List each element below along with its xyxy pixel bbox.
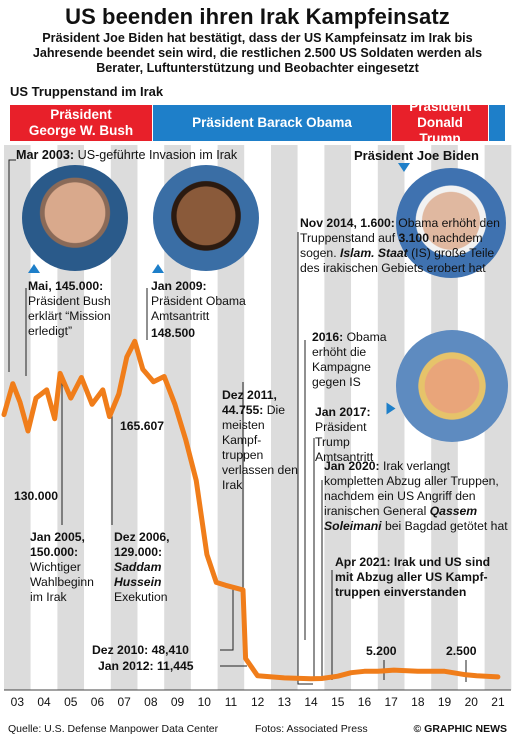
x-tick-21: 21 bbox=[491, 695, 505, 709]
note-jan2020: Jan 2020: Irak verlangt kompletten Abzug… bbox=[324, 459, 508, 533]
x-tick-16: 16 bbox=[358, 695, 372, 709]
x-tick-09: 09 bbox=[171, 695, 185, 709]
note-nov2014: Nov 2014, 1.600: Obama erhöht den Truppe… bbox=[300, 216, 500, 275]
value-165607: 165.607 bbox=[120, 419, 165, 433]
band-bush-label: Präsident George W. Bush bbox=[28, 107, 134, 138]
year-column-13 bbox=[271, 145, 298, 690]
x-tick-labels: 03 04 05 06 07 08 09 10 11 12 13 14 15 16 17 18 19 20 21 bbox=[11, 695, 505, 709]
band-bush: Präsident George W. Bush bbox=[10, 105, 152, 141]
obama-photo bbox=[153, 165, 259, 271]
page-title: US beenden ihren Irak Kampfeinsatz bbox=[65, 4, 450, 29]
marker-biden-icon bbox=[398, 163, 410, 172]
x-tick-14: 14 bbox=[304, 695, 318, 709]
note-biden: Präsident Joe Biden bbox=[354, 148, 479, 163]
page-subtitle: Präsident Joe Biden hat bestätigt, dass … bbox=[32, 31, 483, 75]
x-tick-05: 05 bbox=[64, 695, 78, 709]
footer-credit: © GRAPHIC NEWS bbox=[413, 723, 508, 735]
x-tick-07: 07 bbox=[117, 695, 131, 709]
note-2016: 2016: Obama erhöht die Kampagne gegen IS bbox=[312, 330, 387, 389]
leader-mar2003 bbox=[8, 159, 16, 372]
note-mai2003: Mai, 145.000: Präsident Bush erklärt “Mis… bbox=[28, 279, 111, 338]
band-biden bbox=[489, 105, 505, 141]
series-label: US Truppenstand im Irak bbox=[10, 84, 164, 99]
leader-nov2014 bbox=[297, 232, 313, 685]
value-148500: 148.500 bbox=[151, 326, 196, 340]
event-markers bbox=[3, 341, 498, 679]
x-tick-11: 11 bbox=[225, 695, 238, 709]
note-jan2009: Jan 2009: Präsident Obama Amtsantritt bbox=[151, 279, 246, 323]
x-tick-20: 20 bbox=[465, 695, 479, 709]
x-tick-03: 03 bbox=[11, 695, 25, 709]
note-jan2017: Jan 2017: Präsident Trump Amtsantritt bbox=[315, 405, 374, 464]
marker-bush-icon bbox=[28, 264, 40, 273]
year-column-15 bbox=[324, 145, 352, 690]
x-tick-04: 04 bbox=[37, 695, 51, 709]
note-jan2012: Jan 2012: 11,445 bbox=[98, 659, 194, 673]
note-jan2005: Jan 2005, 150.000: Wichtiger Wahlbeginn … bbox=[30, 530, 94, 604]
x-tick-17: 17 bbox=[384, 695, 398, 709]
band-trump-label: Präsident Donald Trump bbox=[409, 99, 471, 146]
note-mar2003: Mar 2003: US-geführte Invasion im Irak bbox=[16, 148, 238, 162]
x-tick-18: 18 bbox=[411, 695, 425, 709]
band-obama: Präsident Barack Obama bbox=[153, 105, 391, 141]
x-tick-10: 10 bbox=[198, 695, 212, 709]
band-trump: Präsident Donald Trump bbox=[392, 99, 488, 146]
bush-photo bbox=[22, 165, 128, 271]
note-apr2021: Apr 2021: Irak und US sind mit Abzug all… bbox=[335, 555, 491, 599]
x-tick-15: 15 bbox=[331, 695, 345, 709]
value-130000: 130.000 bbox=[14, 489, 59, 503]
biden-photo bbox=[396, 168, 506, 278]
value-5200: 5.200 bbox=[366, 644, 397, 658]
note-dez2010: Dez 2010: 48,410 bbox=[92, 643, 189, 657]
year-column-16 bbox=[351, 145, 378, 690]
trump-photo bbox=[396, 330, 508, 442]
x-tick-12: 12 bbox=[251, 695, 265, 709]
band-obama-label: Präsident Barack Obama bbox=[192, 115, 352, 130]
marker-obama-icon bbox=[152, 264, 164, 273]
year-column-14 bbox=[297, 145, 325, 690]
value-2500: 2.500 bbox=[446, 644, 477, 658]
leader-dez2010 bbox=[220, 585, 234, 651]
x-tick-06: 06 bbox=[91, 695, 105, 709]
leader-lines bbox=[8, 159, 467, 685]
x-tick-13: 13 bbox=[278, 695, 292, 709]
troop-trend-line bbox=[1, 338, 501, 682]
footer-source: Quelle: U.S. Defense Manpower Data Cente… bbox=[8, 723, 219, 735]
x-tick-08: 08 bbox=[144, 695, 158, 709]
note-dez2011: Dez 2011, 44.755: Die meisten Kampf- tru… bbox=[222, 388, 298, 492]
x-tick-19: 19 bbox=[438, 695, 452, 709]
note-dez2006: Dez 2006, 129.000: Saddam Hussein Exekutio… bbox=[114, 530, 170, 604]
footer-photos: Fotos: Associated Press bbox=[255, 723, 368, 735]
